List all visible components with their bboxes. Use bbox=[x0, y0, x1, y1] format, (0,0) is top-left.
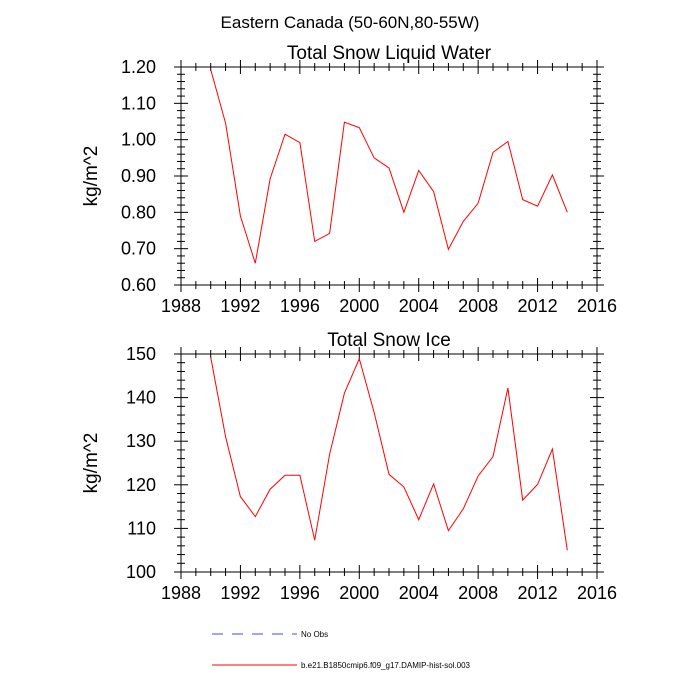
y-tick-label: 110 bbox=[127, 518, 156, 538]
y-tick-label: 100 bbox=[126, 562, 156, 582]
x-tick-label: 1988 bbox=[161, 583, 201, 603]
x-tick-label: 2000 bbox=[339, 583, 379, 603]
x-tick-label: 1988 bbox=[161, 296, 201, 316]
y-tick-label: 1.10 bbox=[121, 93, 156, 113]
figure-suptitle: Eastern Canada (50-60N,80-55W) bbox=[221, 13, 480, 32]
y-axis-label: kg/m^2 bbox=[81, 433, 102, 494]
y-tick-label: 0.60 bbox=[121, 275, 156, 295]
y-tick-label: 1.20 bbox=[121, 57, 156, 77]
y-tick-label: 1.00 bbox=[121, 130, 156, 150]
y-tick-label: 0.80 bbox=[121, 202, 156, 222]
x-tick-label: 2008 bbox=[458, 296, 498, 316]
x-tick-label: 2008 bbox=[458, 583, 498, 603]
panel-title: Total Snow Liquid Water bbox=[287, 43, 492, 64]
series-line bbox=[210, 69, 568, 264]
x-tick-label: 2000 bbox=[339, 296, 379, 316]
legend: No Obs b.e21.B1850cmip6.f09_g17.DAMIP-hi… bbox=[212, 630, 471, 670]
x-tick-label: 1996 bbox=[280, 296, 320, 316]
y-tick-label: 140 bbox=[126, 388, 156, 408]
x-tick-label: 2004 bbox=[399, 583, 439, 603]
series-line bbox=[210, 357, 568, 551]
panel-snow-liquid-water: Total Snow Liquid Water kg/m^2 1988 1992 199… bbox=[81, 43, 617, 316]
panel-title: Total Snow Ice bbox=[327, 330, 451, 351]
x-tick-label: 2016 bbox=[577, 296, 617, 316]
x-tick-label: 1996 bbox=[280, 583, 320, 603]
y-tick-label: 150 bbox=[126, 344, 156, 364]
y-tick-label: 120 bbox=[126, 475, 156, 495]
x-tick-label: 2004 bbox=[399, 296, 439, 316]
plot-frame bbox=[180, 66, 598, 286]
y-tick-label: 0.90 bbox=[121, 166, 156, 186]
y-tick-label: 130 bbox=[126, 431, 156, 451]
legend-obs-label: No Obs bbox=[301, 630, 328, 639]
x-tick-label: 1992 bbox=[220, 296, 260, 316]
legend-model-label: b.e21.B1850cmip6.f09_g17.DAMIP-hist-sol.… bbox=[301, 661, 471, 670]
x-tick-label: 2016 bbox=[577, 583, 617, 603]
y-tick-label: 0.70 bbox=[121, 239, 156, 259]
panel-snow-ice: Total Snow Ice kg/m^2 1988 1992 1996 2000 2004… bbox=[81, 330, 617, 603]
plot-frame bbox=[180, 353, 598, 573]
x-tick-label: 1992 bbox=[220, 583, 260, 603]
x-tick-label: 2012 bbox=[518, 296, 558, 316]
x-tick-label: 2012 bbox=[518, 583, 558, 603]
y-axis-label: kg/m^2 bbox=[81, 146, 102, 207]
